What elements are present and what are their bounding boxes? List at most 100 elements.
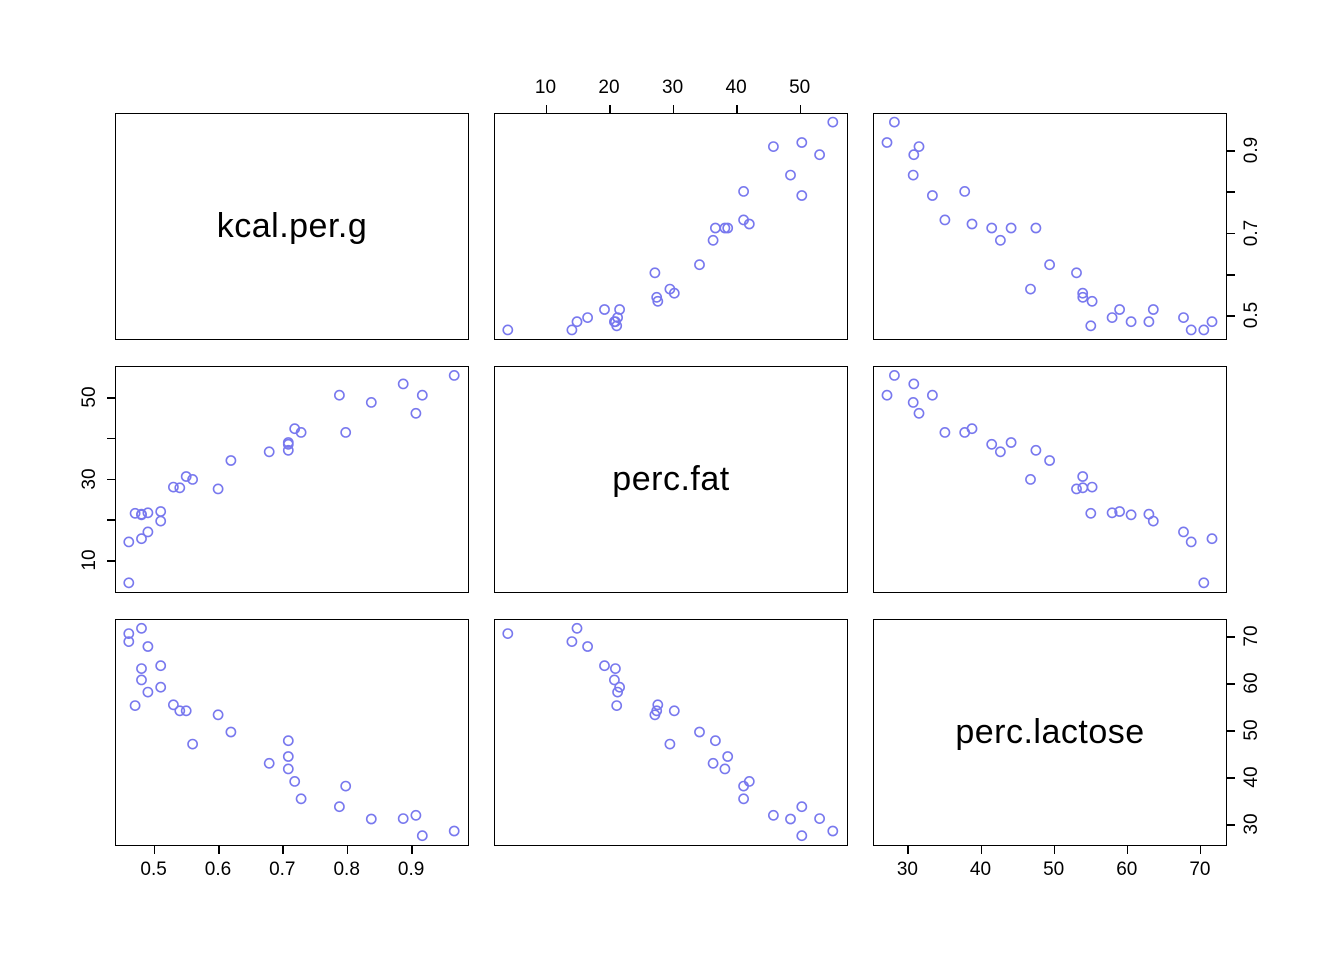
data-point xyxy=(448,369,460,381)
data-point xyxy=(1143,316,1155,328)
axis-tick-label: 0.7 xyxy=(269,859,296,880)
data-point xyxy=(959,186,971,197)
axis-tick-label: 40 xyxy=(725,77,747,98)
data-point xyxy=(155,515,167,527)
data-point xyxy=(1185,324,1197,336)
axis-tick-label: 0.5 xyxy=(1241,301,1262,329)
panel-scatter-fat-by-kcal xyxy=(115,366,469,593)
data-point xyxy=(1106,507,1118,519)
variable-label-kcal-per-g: kcal.per.g xyxy=(216,207,368,245)
data-point xyxy=(155,506,167,517)
data-point xyxy=(1071,267,1082,279)
data-point xyxy=(986,438,998,450)
data-point xyxy=(614,681,625,693)
data-point xyxy=(187,738,198,750)
data-point xyxy=(709,735,721,747)
data-point xyxy=(796,830,808,842)
data-point xyxy=(1005,222,1017,234)
data-point xyxy=(123,636,135,647)
data-point xyxy=(142,526,154,538)
data-point xyxy=(566,324,578,336)
data-point xyxy=(168,699,179,711)
data-point xyxy=(566,636,578,647)
data-point xyxy=(571,316,583,328)
axis-tick-label: 40 xyxy=(1241,766,1262,788)
axis-tick-label: 30 xyxy=(662,77,684,98)
data-point xyxy=(123,628,135,639)
data-point xyxy=(709,222,721,234)
axis-tick-label: 50 xyxy=(1043,859,1065,880)
data-point xyxy=(365,397,377,408)
data-point xyxy=(995,446,1006,458)
panel-scatter-kcal-by-lactose xyxy=(873,113,1227,340)
data-point xyxy=(180,705,192,717)
axis-tick-label: 30 xyxy=(79,467,100,490)
axis-tick-label: 0.9 xyxy=(1241,136,1262,164)
data-point xyxy=(913,407,925,419)
axis-tick-label: 70 xyxy=(1189,859,1211,880)
data-point xyxy=(333,801,345,813)
data-point xyxy=(599,660,610,672)
axis-tick xyxy=(799,105,802,113)
axis-tick-label: 0.5 xyxy=(140,859,167,880)
data-point xyxy=(1077,471,1089,482)
data-point xyxy=(796,137,808,148)
data-point xyxy=(571,622,583,634)
data-point xyxy=(416,389,428,401)
data-point xyxy=(136,622,147,634)
data-point xyxy=(881,389,893,401)
axis-tick xyxy=(411,846,413,854)
data-point xyxy=(1044,455,1055,466)
data-point xyxy=(1025,474,1036,485)
data-point xyxy=(1125,316,1137,328)
data-point xyxy=(707,234,719,246)
data-point xyxy=(610,316,621,328)
axis-tick xyxy=(1227,777,1235,779)
data-point xyxy=(767,141,779,152)
data-point xyxy=(123,536,135,548)
axis-tick xyxy=(282,846,284,854)
data-point xyxy=(1085,507,1097,519)
data-point xyxy=(1077,291,1089,303)
data-point xyxy=(722,751,734,762)
data-point xyxy=(282,444,294,456)
axis-tick xyxy=(1227,274,1235,276)
data-point xyxy=(610,663,621,674)
data-point xyxy=(174,705,186,717)
scatter-canvas xyxy=(502,622,839,842)
data-point xyxy=(410,407,422,419)
axis-tick xyxy=(153,846,156,854)
data-point xyxy=(609,674,620,686)
axis-tick xyxy=(1227,730,1235,732)
data-point xyxy=(1198,324,1210,336)
panel-diag-kcal-per-g: kcal.per.g xyxy=(115,113,469,340)
axis-tick-label: 0.6 xyxy=(204,859,232,880)
variable-label-perc-fat: perc.fat xyxy=(612,460,730,498)
data-point xyxy=(611,700,623,711)
data-point xyxy=(743,218,755,230)
data-point xyxy=(155,681,167,693)
data-point xyxy=(966,423,978,435)
data-point xyxy=(1071,483,1082,495)
axis-tick xyxy=(107,397,115,399)
data-point xyxy=(907,169,919,181)
panel-scatter-lactose-by-kcal xyxy=(115,619,469,846)
data-point xyxy=(651,705,663,717)
axis-tick xyxy=(107,437,115,440)
data-point xyxy=(722,222,734,234)
data-point xyxy=(1185,536,1197,548)
data-point xyxy=(814,813,825,824)
data-point xyxy=(995,234,1006,246)
axis-tick-label: 60 xyxy=(1116,859,1138,880)
axis-tick xyxy=(1199,846,1202,854)
data-point xyxy=(174,482,186,494)
panel-scatter-lactose-by-fat xyxy=(494,619,848,846)
data-point xyxy=(289,423,301,435)
data-point xyxy=(1077,287,1089,299)
data-point xyxy=(155,660,167,672)
axis-tick xyxy=(609,105,611,113)
data-point xyxy=(1114,304,1125,315)
data-point xyxy=(649,267,661,279)
data-point xyxy=(416,830,428,842)
